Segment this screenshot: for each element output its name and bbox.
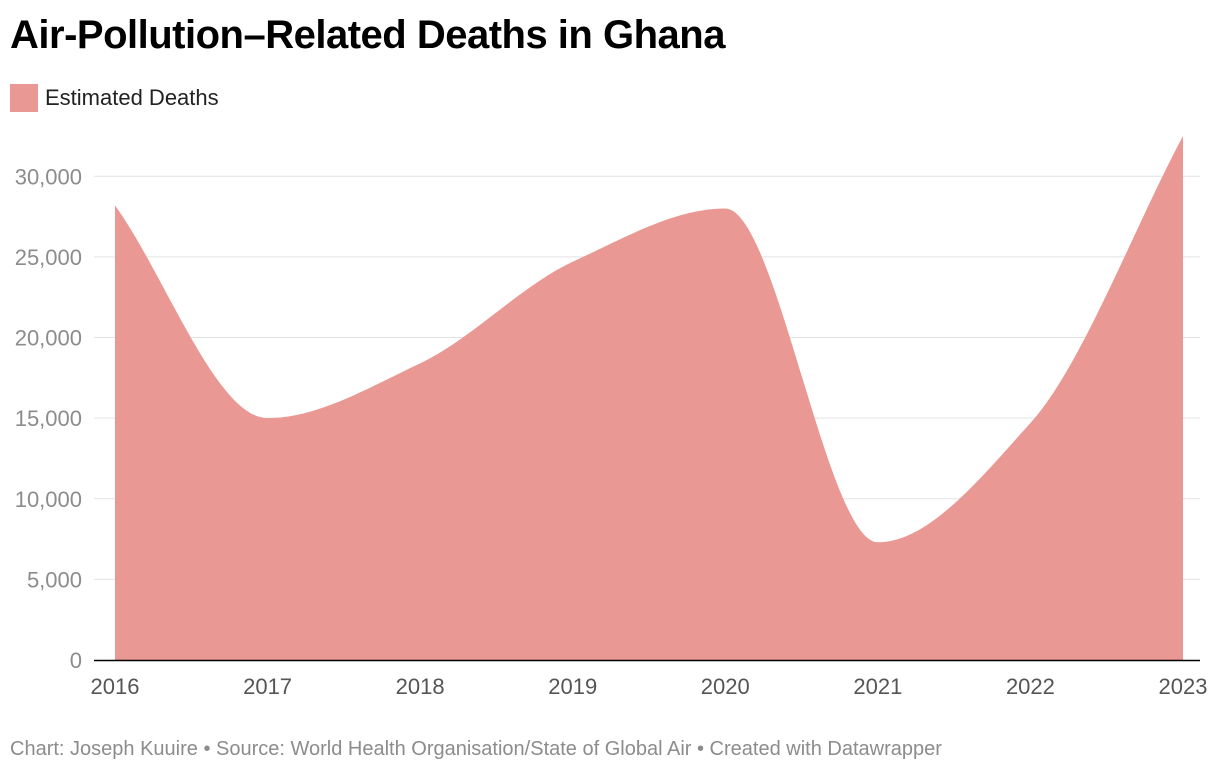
chart-footer: Chart: Joseph Kuuire • Source: World Hea… <box>10 738 942 760</box>
y-axis-ticks: 0 5,000 10,000 15,000 20,000 25,000 30,000 <box>15 164 82 673</box>
series-area-estimated-deaths <box>115 136 1183 660</box>
chart-title: Air-Pollution–Related Deaths in Ghana <box>10 13 725 57</box>
y-tick-label: 25,000 <box>15 245 82 270</box>
x-tick-label-2018: 2018 <box>396 674 445 699</box>
series-area-group <box>115 136 1183 660</box>
legend-label-estimated-deaths: Estimated Deaths <box>45 85 219 110</box>
y-tick-label: 30,000 <box>15 164 82 189</box>
legend-swatch <box>10 84 38 112</box>
x-tick-label-2017: 2017 <box>243 674 292 699</box>
y-tick-label: 0 <box>70 648 82 673</box>
x-tick-label-2020: 2020 <box>701 674 750 699</box>
x-tick-label-2023: 2023 <box>1159 674 1208 699</box>
legend: Estimated Deaths <box>10 84 219 112</box>
y-tick-label: 10,000 <box>15 487 82 512</box>
x-axis-ticks: 2016 2017 2018 2019 2020 2021 2022 2023 <box>91 674 1208 699</box>
y-tick-label: 5,000 <box>27 567 82 592</box>
x-tick-label-2022: 2022 <box>1006 674 1055 699</box>
x-tick-label-2019: 2019 <box>548 674 597 699</box>
x-tick-label-2016: 2016 <box>91 674 140 699</box>
x-tick-label-2021: 2021 <box>853 674 902 699</box>
y-tick-label: 15,000 <box>15 406 82 431</box>
y-tick-label: 20,000 <box>15 326 82 351</box>
